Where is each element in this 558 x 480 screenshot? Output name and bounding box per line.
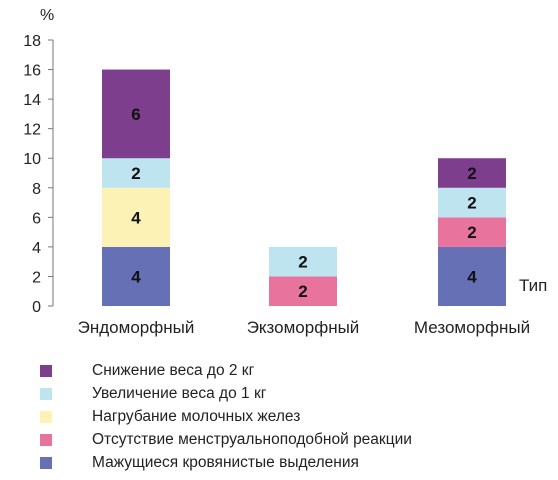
legend-label: Отсутствие менструальноподобной реакции <box>92 431 412 448</box>
y-tick-label: 2 <box>32 269 41 286</box>
legend-swatch <box>40 365 52 377</box>
bar-segment <box>438 158 506 188</box>
y-tick-label: 16 <box>23 63 41 80</box>
bar-value-label: 4 <box>131 208 141 227</box>
legend-swatch <box>40 411 52 423</box>
bar-value-label: 2 <box>298 282 307 301</box>
y-tick-label: 6 <box>32 210 41 227</box>
y-tick-label: 0 <box>32 299 41 316</box>
y-tick-label: 10 <box>23 151 41 168</box>
bar-value-label: 4 <box>131 267 141 286</box>
x-category-label: Эндоморфный <box>78 318 195 337</box>
y-tick-label: 18 <box>23 33 41 50</box>
x-category-label: Мезоморфный <box>414 318 530 337</box>
bar-segment <box>102 246 170 306</box>
y-axis-ticks: 0 2 4 6 8 10 12 14 16 18 <box>23 33 53 316</box>
bar-segment <box>269 276 337 306</box>
bar-segment <box>102 69 170 159</box>
bar-segment <box>269 246 337 277</box>
legend-label: Увеличение веса до 1 кг <box>92 385 267 402</box>
bar-value-label: 2 <box>467 194 476 213</box>
y-axis-unit: % <box>40 7 54 24</box>
x-category-label: Экзоморфный <box>247 318 360 337</box>
bar-value-label: 4 <box>467 267 477 286</box>
bar-segment <box>102 187 170 247</box>
y-tick-label: 12 <box>23 122 41 139</box>
bar-value-label: 6 <box>131 105 140 124</box>
y-tick-label: 14 <box>23 92 41 109</box>
legend-swatch <box>40 388 52 400</box>
y-tick-label: 4 <box>32 240 41 257</box>
bar-value-label: 2 <box>467 223 476 242</box>
bar-value-label: 2 <box>131 164 140 183</box>
bar-segment <box>438 217 506 247</box>
bar-value-label: 2 <box>467 164 476 183</box>
legend-swatch <box>40 434 52 446</box>
legend-swatch <box>40 457 52 469</box>
legend-label: Нагрубание молочных желез <box>92 408 301 425</box>
x-axis-label: Тип <box>519 276 547 295</box>
legend-label: Снижение веса до 2 кг <box>92 362 255 379</box>
x-axis-category-labels: Эндоморфный Экзоморфный Мезоморфный <box>78 318 530 337</box>
bar-value-label: 2 <box>298 253 307 272</box>
y-tick-label: 8 <box>32 181 41 198</box>
legend-label: Мажущиеся кровянистые выделения <box>92 454 359 471</box>
bar-segment <box>102 158 170 188</box>
bars: 4 4 2 6 2 2 4 2 2 2 <box>102 69 506 306</box>
bar-segment <box>438 246 506 306</box>
bar-segment <box>438 187 506 218</box>
stacked-bar-chart: 0 2 4 6 8 10 12 14 16 18 4 4 2 6 2 2 4 2 2 2 Эндоморфный Эк… <box>23 7 547 337</box>
